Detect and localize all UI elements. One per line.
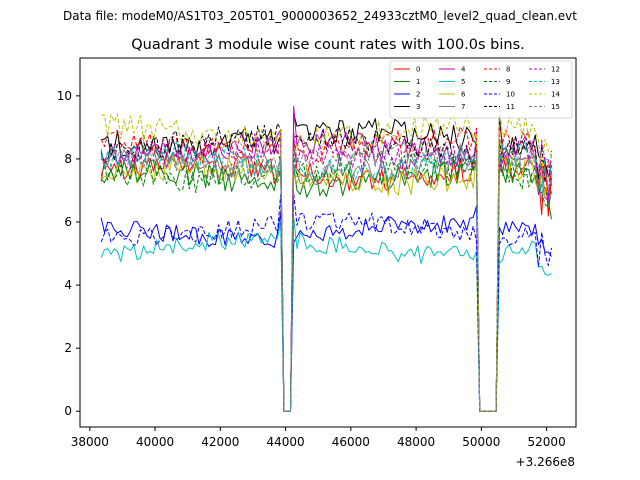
x-tick-label: 46000 [332,435,370,449]
legend-label-5: 5 [461,78,465,86]
y-tick-label: 2 [64,341,72,355]
series-line-12 [100,130,552,412]
legend-label-6: 6 [461,91,466,99]
series-line-8 [100,124,552,412]
legend-label-1: 1 [416,78,420,86]
series-line-10 [100,193,552,412]
legend-label-13: 13 [551,78,560,86]
legend-label-2: 2 [416,91,420,99]
series-line-15 [100,134,552,412]
x-tick-label: 40000 [136,435,174,449]
series-line-5 [100,216,552,412]
y-tick-label: 6 [64,215,72,229]
x-tick-label: 42000 [201,435,239,449]
legend-label-11: 11 [506,103,515,111]
x-axis: 38000 40000 42000 44000 46000 48000 50000 52000 [71,427,566,449]
x-tick-label: 52000 [528,435,566,449]
suptitle: Data file: modeM0/AS1T03_205T01_90000036… [63,9,577,23]
legend-label-9: 9 [506,78,510,86]
chart-title: Quadrant 3 module wise count rates with … [131,37,525,53]
series-line-13 [100,140,552,412]
x-tick-label: 50000 [462,435,500,449]
legend-label-14: 14 [551,91,560,99]
series-line-2 [100,205,552,412]
x-tick-label: 48000 [397,435,435,449]
x-tick-label: 38000 [71,435,109,449]
legend-frame [389,60,573,119]
plot-frame [79,57,577,428]
y-axis: 0 2 4 6 8 10 [57,89,80,418]
series-line-14 [101,106,552,412]
y-tick-label: 10 [57,89,72,103]
legend-label-4: 4 [461,66,466,74]
legend-label-3: 3 [416,103,420,111]
x-tick-label: 44000 [266,435,304,449]
legend-label-15: 15 [551,103,560,111]
y-tick-label: 0 [64,404,72,418]
legend-label-12: 12 [551,66,560,74]
legend-label-0: 0 [416,66,420,74]
legend-label-8: 8 [506,66,510,74]
legend-label-10: 10 [506,91,515,99]
legend-label-7: 7 [461,103,465,111]
x-offset-label: +3.266e8 [516,455,575,469]
y-tick-label: 8 [64,152,72,166]
series-layer [100,105,552,412]
y-tick-label: 4 [64,278,72,292]
